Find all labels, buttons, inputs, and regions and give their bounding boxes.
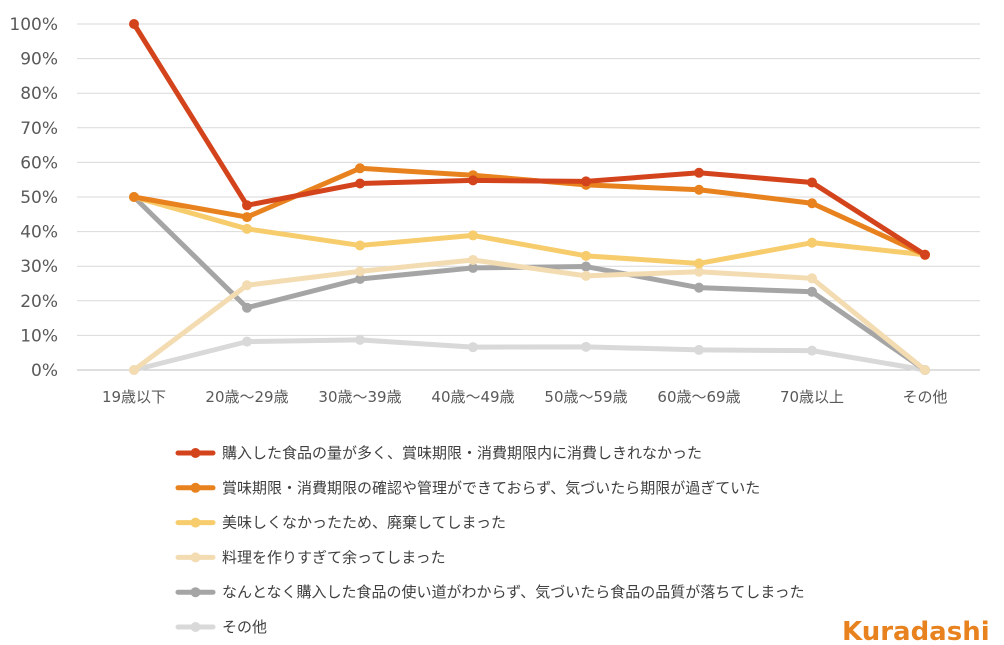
data-point	[807, 273, 817, 284]
y-axis-ticks: 0% 10% 20% 30% 40% 50% 60% 70% 80% 90% 100%	[9, 15, 58, 381]
data-point	[694, 344, 704, 355]
data-point	[355, 240, 365, 251]
data-point	[581, 261, 591, 272]
legend-swatch-marker	[190, 482, 201, 493]
legend-item: なんとなく購入した食品の使い道がわからず、気づいたら食品の品質が落ちてしまった	[175, 583, 805, 601]
data-point	[694, 258, 704, 269]
data-point	[242, 302, 252, 313]
data-point	[468, 230, 478, 241]
data-point	[694, 266, 704, 277]
series-4	[129, 254, 930, 375]
legend-swatch-marker	[190, 448, 201, 458]
legend-item: 購入した食品の量が多く、賞味期限・消費期限内に消費しきれなかった	[175, 444, 702, 462]
series-6	[129, 334, 930, 375]
data-point	[468, 175, 478, 186]
data-point	[242, 200, 252, 211]
x-axis-ticks: 19歳以下 20歳～29歳 30歳～39歳 40歳～49歳 50歳～59歳 60歳～69歳…	[102, 388, 948, 406]
data-point	[581, 176, 591, 187]
legend-label: なんとなく購入した食品の使い道がわからず、気づいたら食品の品質が落ちてしまった	[222, 583, 805, 601]
data-point	[355, 334, 365, 345]
data-point	[129, 19, 139, 29]
series-line	[131, 337, 928, 373]
data-point	[581, 341, 591, 352]
data-point	[807, 237, 817, 248]
y-tick-label: 80%	[20, 84, 58, 104]
kuradashi-logo: Kuradashi	[842, 617, 990, 645]
data-point	[920, 365, 930, 375]
legend-swatch-marker	[190, 622, 201, 632]
data-point	[355, 266, 365, 277]
data-point	[694, 184, 704, 195]
y-tick-label: 40%	[20, 223, 58, 243]
data-point	[468, 262, 478, 273]
y-tick-label: 10%	[20, 326, 58, 346]
series-1	[129, 19, 930, 260]
data-point	[807, 177, 817, 188]
data-point	[807, 198, 817, 209]
y-tick-label: 60%	[20, 153, 58, 173]
legend-swatch-marker	[190, 552, 201, 563]
legend-label: 購入した食品の量が多く、賞味期限・消費期限内に消費しきれなかった	[222, 444, 702, 462]
data-point	[242, 223, 252, 234]
data-point	[242, 336, 252, 347]
series-lines	[129, 19, 930, 375]
data-point	[468, 254, 478, 265]
x-tick-label: 70歳以上	[780, 388, 844, 406]
x-tick-label: 30歳～39歳	[318, 388, 401, 406]
x-tick-label: 20歳～29歳	[205, 388, 288, 406]
series-line	[131, 257, 928, 373]
x-tick-label: その他	[902, 388, 947, 406]
data-point	[694, 282, 704, 293]
legend-label: 料理を作りすぎて余ってしまった	[222, 548, 446, 566]
data-point	[129, 365, 139, 375]
legend: 購入した食品の量が多く、賞味期限・消費期限内に消費しきれなかった賞味期限・消費期…	[175, 444, 805, 636]
y-tick-label: 50%	[20, 188, 58, 208]
legend-label: 賞味期限・消費期限の確認や管理ができておらず、気づいたら期限が過ぎていた	[222, 479, 760, 497]
data-point	[920, 249, 930, 260]
x-tick-label: 60歳～69歳	[657, 388, 740, 406]
legend-swatch-marker	[190, 517, 201, 528]
legend-item: 賞味期限・消費期限の確認や管理ができておらず、気づいたら期限が過ぎていた	[175, 479, 760, 497]
y-tick-label: 100%	[9, 15, 58, 35]
y-tick-label: 90%	[20, 50, 58, 70]
data-point	[355, 178, 365, 189]
data-point	[807, 286, 817, 297]
legend-swatch-marker	[190, 587, 201, 598]
legend-item: 料理を作りすぎて余ってしまった	[175, 548, 446, 566]
data-point	[807, 345, 817, 356]
y-tick-label: 30%	[20, 257, 58, 277]
series-line	[131, 21, 928, 258]
data-point	[242, 280, 252, 291]
logo-text: Kuradashi	[842, 617, 990, 645]
data-point	[242, 212, 252, 223]
series-line	[131, 194, 928, 266]
y-tick-label: 70%	[20, 119, 58, 139]
grid	[77, 23, 980, 371]
data-point	[581, 270, 591, 281]
x-tick-label: 19歳以下	[102, 388, 166, 406]
data-point	[694, 167, 704, 178]
legend-item: 美味しくなかったため、廃棄してしまった	[175, 514, 506, 532]
data-point	[129, 192, 139, 202]
data-point	[468, 342, 478, 353]
legend-label: その他	[222, 618, 267, 636]
data-point	[355, 274, 365, 285]
x-tick-label: 40歳～49歳	[431, 388, 514, 406]
x-tick-label: 50歳～59歳	[544, 388, 627, 406]
y-tick-label: 0%	[31, 361, 58, 381]
data-point	[581, 250, 591, 261]
y-tick-label: 20%	[20, 292, 58, 312]
legend-item: その他	[175, 618, 267, 636]
legend-label: 美味しくなかったため、廃棄してしまった	[222, 514, 506, 532]
data-point	[355, 163, 365, 174]
